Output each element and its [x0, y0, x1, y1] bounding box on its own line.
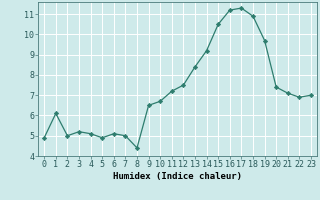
X-axis label: Humidex (Indice chaleur): Humidex (Indice chaleur)	[113, 172, 242, 181]
